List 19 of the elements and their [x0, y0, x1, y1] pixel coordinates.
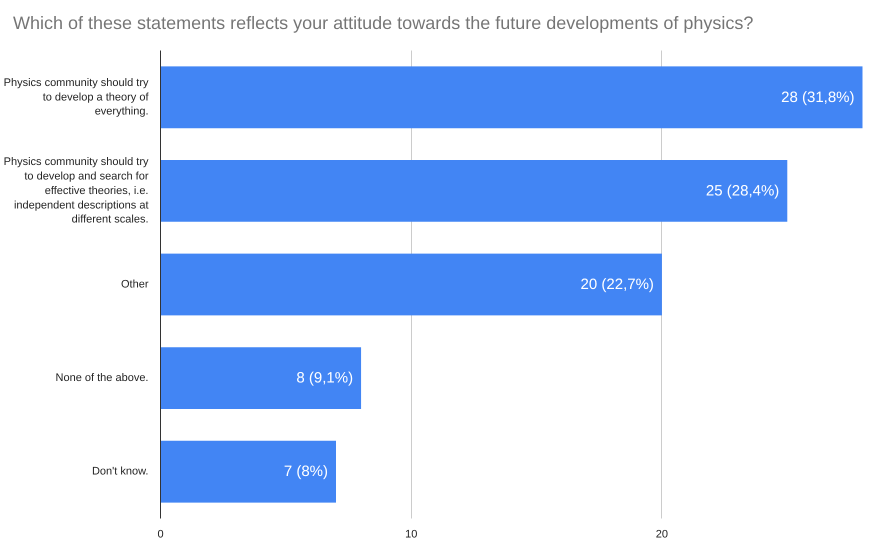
data-label: 25 (28,4%) — [706, 182, 780, 200]
chart-title: Which of these statements reflects your attitude towards the future developments of physics? — [13, 12, 754, 35]
data-label: 7 (8%) — [284, 463, 328, 480]
x-tick-label: 0 — [157, 528, 164, 539]
bar — [160, 440, 336, 503]
x-tick-label: 20 — [656, 528, 668, 539]
bar — [160, 160, 788, 222]
bar — [160, 254, 662, 316]
data-label: 20 (22,7%) — [580, 276, 654, 293]
y-tick-label: Don't know. — [92, 466, 149, 478]
x-tick-label: 10 — [405, 528, 418, 539]
data-label: 8 (9,1%) — [296, 370, 354, 387]
y-tick-label: Physics community should try to develop a theory of everything. — [4, 76, 150, 118]
bar — [160, 66, 862, 128]
y-tick-label: Physics community should try to develop and search for effective theories, i.e. independent descriptions at different scales. — [4, 156, 149, 226]
bar — [160, 347, 362, 409]
data-label: 28 (31,8%) — [781, 88, 855, 106]
y-tick-label: None of the above. — [56, 372, 149, 384]
y-tick-label: Other — [120, 278, 149, 290]
